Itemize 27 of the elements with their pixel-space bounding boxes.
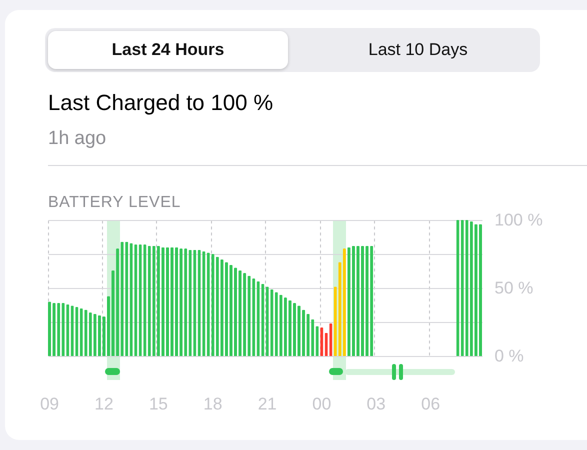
y-tick-label: 50 % xyxy=(494,278,534,298)
text: Last 10 Days xyxy=(367,39,469,61)
x-tick-label: 09 xyxy=(40,394,60,414)
bar xyxy=(106,296,110,356)
x-tick-label: 06 xyxy=(421,394,440,414)
text: Last 24 Hours xyxy=(48,31,288,69)
x-tick-label: 18 xyxy=(203,394,222,414)
bar xyxy=(292,302,296,356)
x-tick-label: 21 xyxy=(258,394,277,414)
y-tick-label: 0 % xyxy=(494,346,524,366)
y-axis-title: BATTERY LEVEL xyxy=(48,194,181,212)
x-tick-label: 03 xyxy=(366,394,386,414)
bar xyxy=(297,306,301,356)
bar xyxy=(166,247,170,356)
chart-title: Last Charged to 100 % xyxy=(48,90,274,116)
bar xyxy=(229,264,233,356)
y-tick-label: 100 % xyxy=(494,210,543,230)
bar xyxy=(356,246,360,356)
bar xyxy=(360,246,364,356)
bar xyxy=(48,302,52,356)
x-tick-label: 12 xyxy=(94,394,114,414)
x-tick-label: 00 xyxy=(312,394,332,414)
bar xyxy=(234,268,238,356)
bar xyxy=(170,247,174,356)
x-tick-label: 15 xyxy=(148,394,168,414)
bar xyxy=(478,224,482,356)
chart-subtitle: 1h ago xyxy=(48,128,106,150)
